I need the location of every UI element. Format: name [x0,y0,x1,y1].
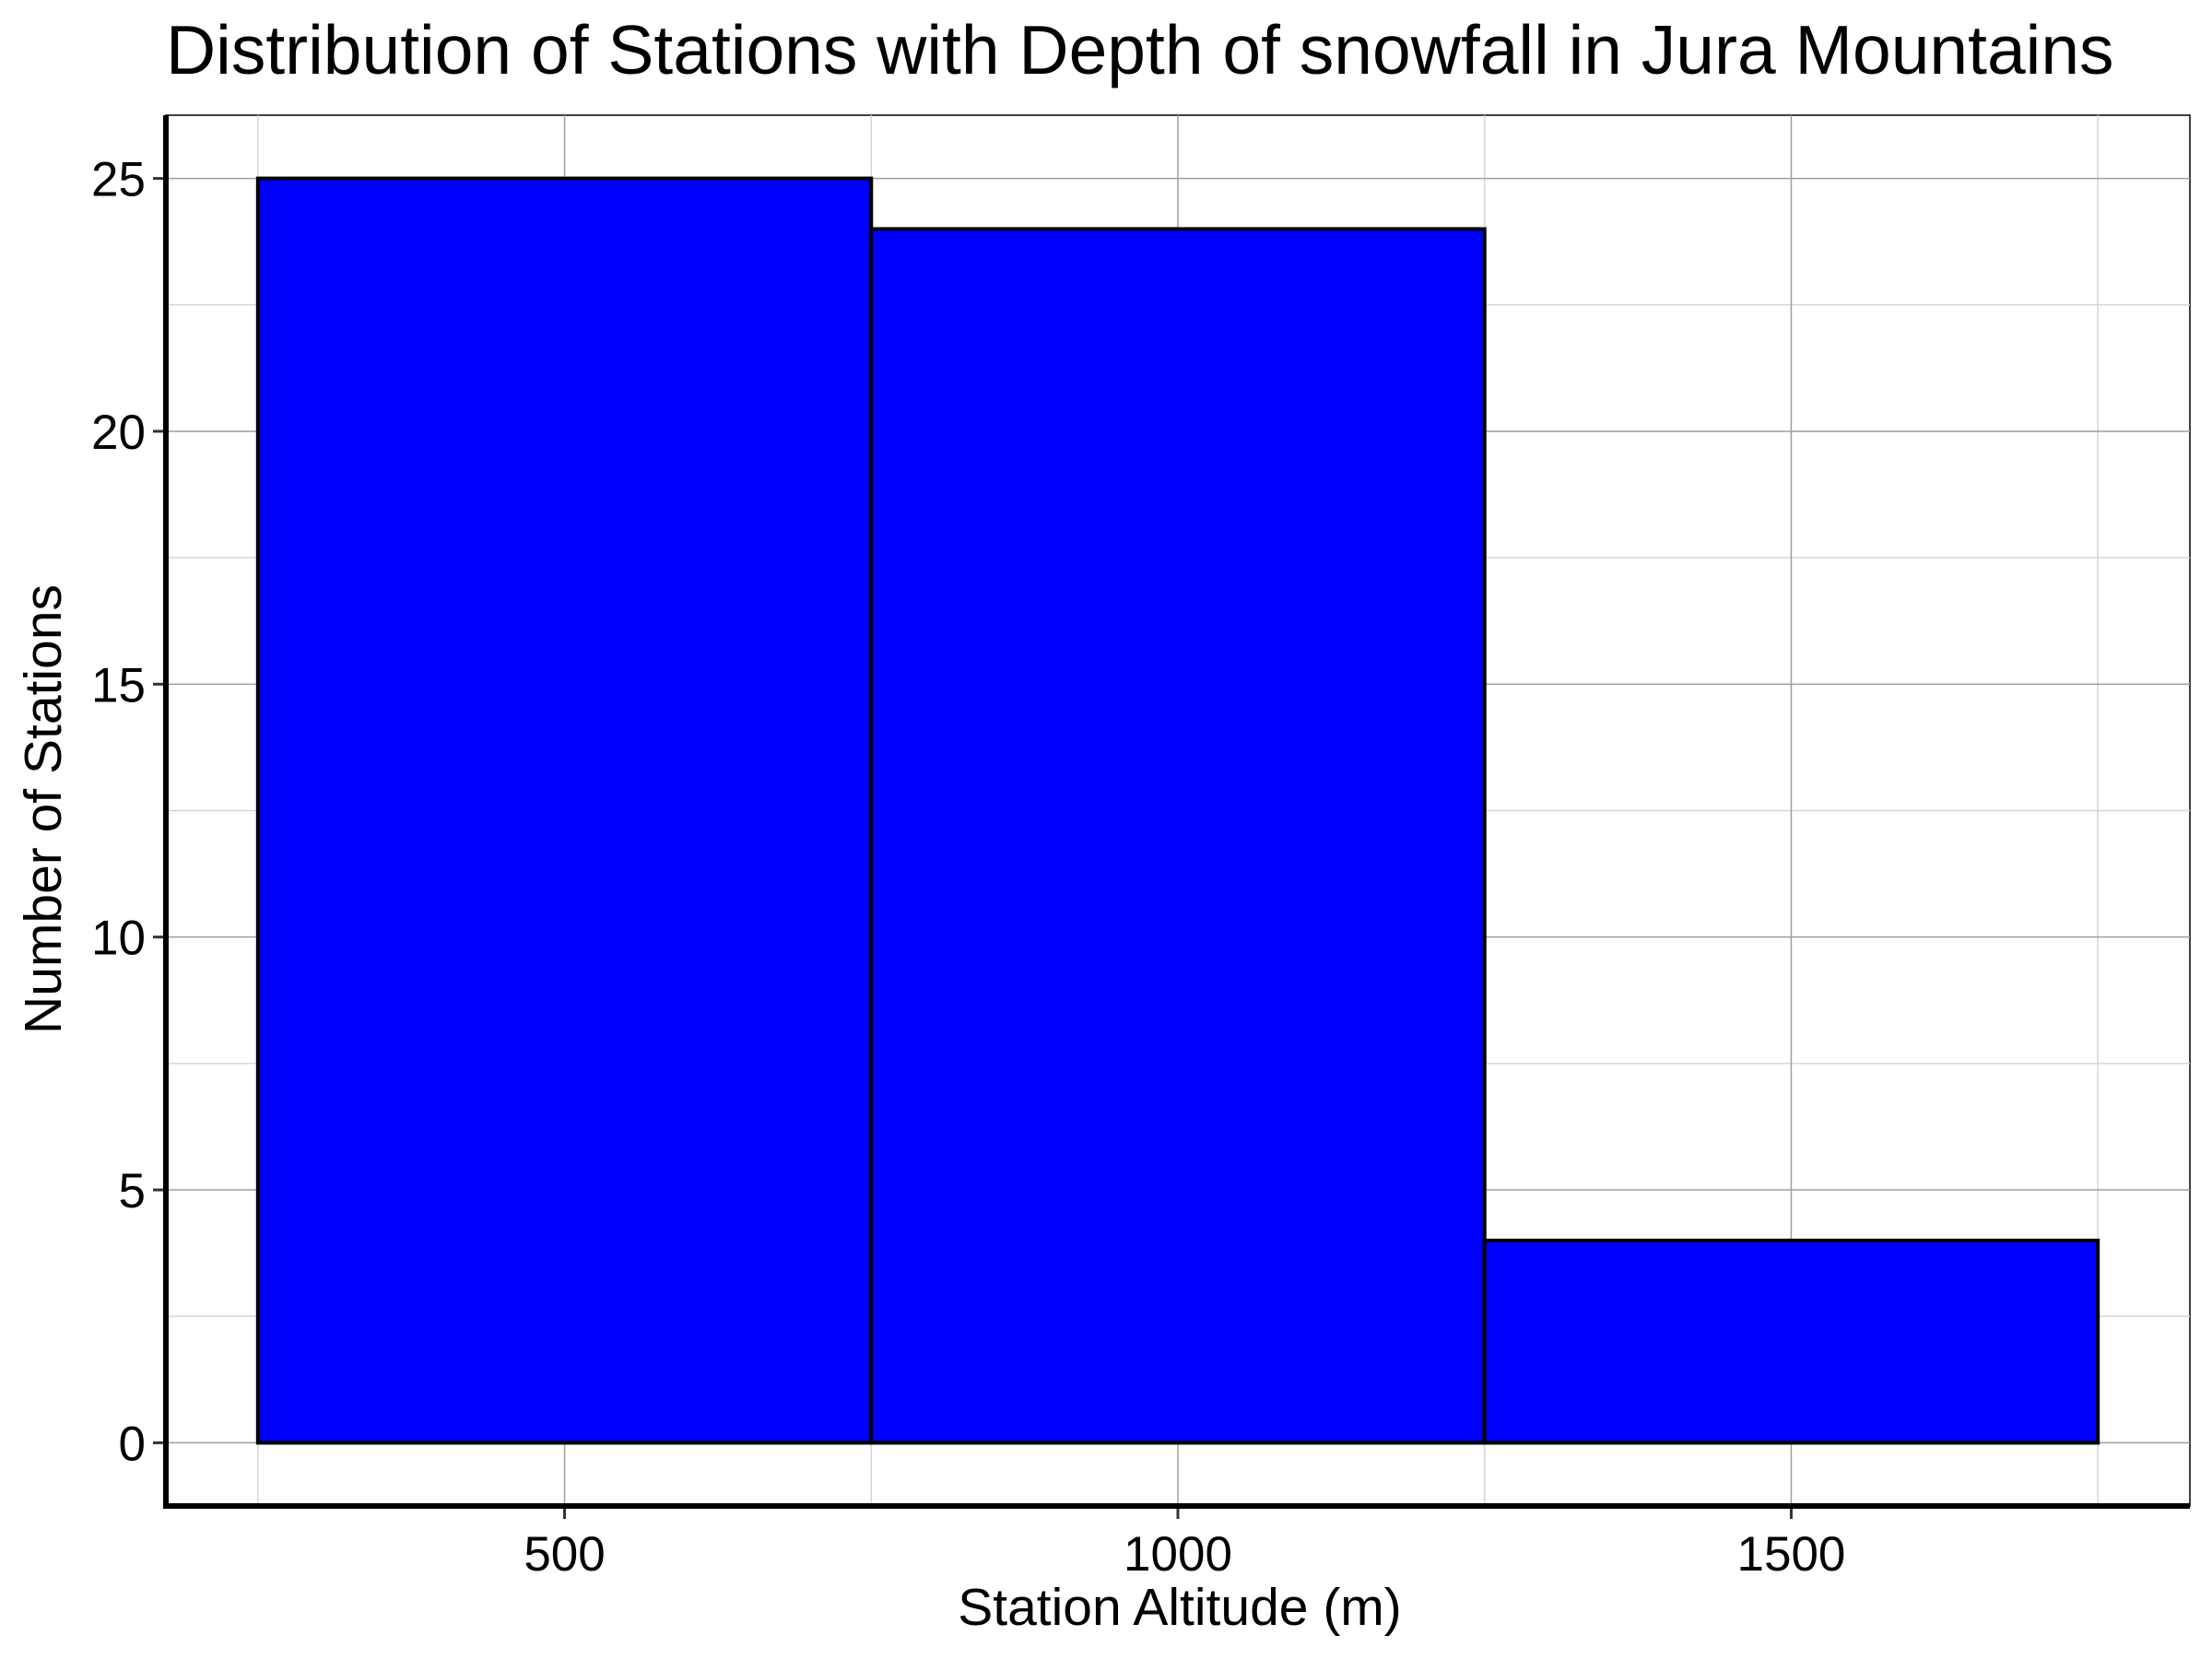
x-tick-label: 500 [524,1527,605,1582]
y-tick-label: 5 [119,1164,146,1218]
y-tick-label: 20 [91,406,146,460]
y-tick-label: 0 [119,1417,146,1471]
x-tick-label: 1000 [1124,1527,1232,1582]
histogram-bar [255,176,874,1445]
x-tick-label: 1500 [1737,1527,1846,1582]
chart-title: Distribution of Stations with Depth of s… [166,11,2114,88]
y-tick-label: 15 [91,658,146,712]
y-tick-label: 10 [91,912,146,966]
y-axis-title: Number of Stations [14,584,73,1034]
histogram-bars [255,176,2100,1445]
x-axis-title: Station Altitude (m) [958,1578,1402,1637]
histogram-bar [869,227,1487,1445]
histogram-bar [1482,1238,2100,1445]
x-axis-ticks: 500 1000 1500 [524,1509,1845,1582]
y-axis-ticks: 0 5 10 15 20 25 [91,153,163,1471]
y-tick-label: 25 [91,153,146,207]
